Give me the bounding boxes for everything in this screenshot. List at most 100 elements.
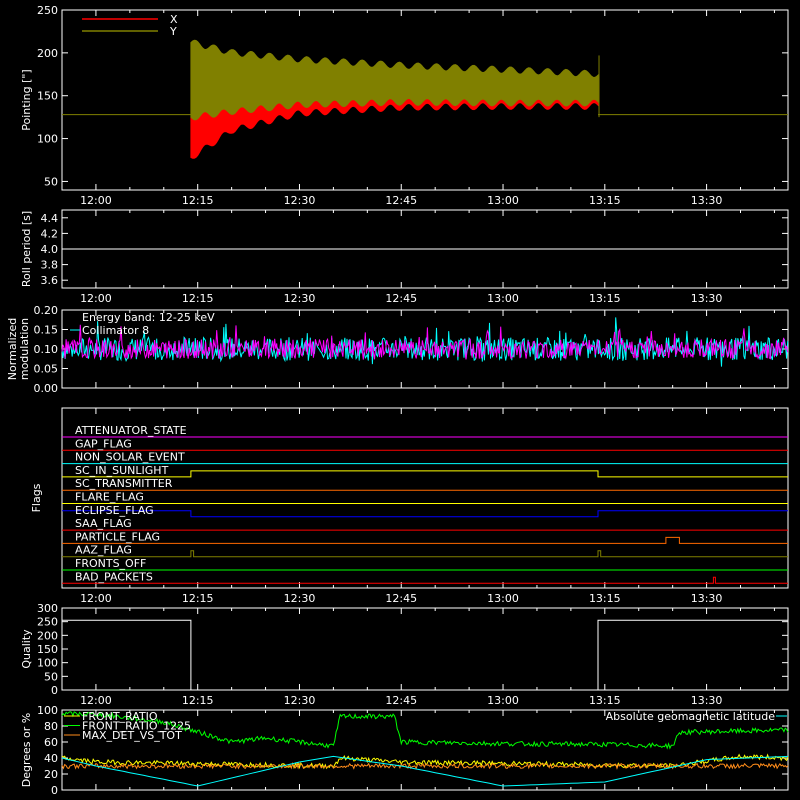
x-tick-label: 13:00 <box>487 592 519 605</box>
y-tick-label: 100 <box>37 657 58 670</box>
x-tick-label: 13:15 <box>589 194 621 207</box>
y-axis-title: Pointing ["] <box>20 69 33 130</box>
x-tick-label: 12:15 <box>182 292 214 305</box>
y-tick-label: 0.20 <box>34 304 59 317</box>
y-tick-label: 150 <box>37 90 58 103</box>
y-tick-label: 0.15 <box>34 324 59 337</box>
flag-line-sc-in-sunlight <box>62 470 788 478</box>
panel-3: 12:00 12:15 12:30 12:45 13:00 13:15 13:30 Flags… <box>30 407 789 605</box>
flag-label: BAD_PACKETS <box>75 570 153 583</box>
y-tick-label: 3.6 <box>41 274 59 287</box>
x-tick-label: 12:15 <box>182 694 214 707</box>
x-tick-label: 13:00 <box>487 694 519 707</box>
flag-line-bad-packets <box>62 576 788 584</box>
y-tick-label: 50 <box>44 175 58 188</box>
y-tick-label: 4.0 <box>41 243 59 256</box>
y-tick-label: 0.00 <box>34 382 59 395</box>
modulation-series-0 <box>61 317 789 367</box>
modulation-series-1 <box>61 324 789 360</box>
x-tick-label: 12:30 <box>284 694 316 707</box>
legend-label: X <box>170 13 178 26</box>
y-axis-title: modulation <box>18 318 31 380</box>
x-tick-label: 12:45 <box>385 292 417 305</box>
x-tick-label: 13:15 <box>589 694 621 707</box>
y-tick-label: 0.10 <box>34 343 59 356</box>
legend-label: FRONT_RATIO_1225 <box>82 720 191 733</box>
x-tick-label: 12:00 <box>80 194 112 207</box>
flag-label: FLARE_FLAG <box>75 491 144 504</box>
y-axis-title: Normalized <box>6 318 19 380</box>
y-axis-title: Degrees or % <box>20 713 33 787</box>
x-tick-label: 12:30 <box>284 592 316 605</box>
legend-label: Collimator 8 <box>82 324 149 337</box>
flag-label: FRONTS_OFF <box>75 557 146 570</box>
quality-line <box>62 619 788 691</box>
y-tick-label: 4.2 <box>41 227 59 240</box>
flag-label: GAP_FLAG <box>75 437 132 450</box>
y-tick-label: 150 <box>37 643 58 656</box>
x-tick-label: 12:00 <box>80 694 112 707</box>
y-tick-label: 40 <box>44 752 58 765</box>
energy-band-label: Energy band: 12-25 keV <box>82 311 215 324</box>
x-tick-label: 12:30 <box>284 292 316 305</box>
y-tick-label: 300 <box>37 602 58 615</box>
y-tick-label: 4.4 <box>41 212 59 225</box>
series-front-ratio <box>61 753 789 770</box>
y-tick-label: 250 <box>37 616 58 629</box>
panel-0: 50 100 150 200 250 12:00 12:15 12:30 12:45 13:00 1… <box>20 4 789 207</box>
y-tick-label: 200 <box>37 629 58 642</box>
x-tick-label: 12:15 <box>182 194 214 207</box>
legend-label: MAX_DET_VS_TOT <box>82 729 182 742</box>
x-tick-label: 12:45 <box>385 592 417 605</box>
flag-label: SC_TRANSMITTER <box>75 477 173 490</box>
legend-label-right: Absolute geomagnetic latitude <box>606 710 776 723</box>
flag-line-particle-flag <box>62 536 788 544</box>
y-tick-label: 200 <box>37 47 58 60</box>
flag-label: NON_SOLAR_EVENT <box>75 451 185 464</box>
y-tick-label: 20 <box>44 768 58 781</box>
x-tick-label: 13:30 <box>691 292 723 305</box>
y-axis-title: Roll period [s] <box>20 211 33 287</box>
x-tick-label: 12:45 <box>385 194 417 207</box>
series-front-ratio-1225 <box>61 711 789 750</box>
legend-label: Y <box>169 25 177 38</box>
x-tick-label: 13:30 <box>691 694 723 707</box>
x-tick-label: 12:00 <box>80 292 112 305</box>
flag-label: PARTICLE_FLAG <box>75 530 160 543</box>
y-tick-label: 80 <box>44 720 58 733</box>
y-tick-label: 0.05 <box>34 363 59 376</box>
legend-label: FRONT_RATIO <box>82 710 158 723</box>
panel-frame <box>61 709 789 791</box>
x-tick-label: 13:15 <box>589 592 621 605</box>
x-tick-label: 13:30 <box>691 194 723 207</box>
x-tick-label: 12:00 <box>80 592 112 605</box>
y-axis-title: Quality <box>20 629 33 669</box>
y-axis-title: Flags <box>30 483 43 512</box>
flag-label: ATTENUATOR_STATE <box>75 424 187 437</box>
y-tick-label: 100 <box>37 704 58 717</box>
y-tick-label: 3.8 <box>41 259 59 272</box>
series-max-det-vs-tot <box>61 762 789 770</box>
flag-label: SAA_FLAG <box>75 517 132 530</box>
x-tick-label: 12:15 <box>182 592 214 605</box>
y-tick-label: 60 <box>44 736 58 749</box>
series-absolute-geomagnetic-latitude <box>61 755 789 787</box>
x-tick-label: 13:30 <box>691 592 723 605</box>
x-tick-label: 13:00 <box>487 194 519 207</box>
x-tick-label: 12:30 <box>284 194 316 207</box>
y-tick-label: 0 <box>51 784 58 797</box>
flag-label: AAZ_FLAG <box>75 544 132 557</box>
y-tick-label: 100 <box>37 133 58 146</box>
y-tick-label: 50 <box>44 670 58 683</box>
x-tick-label: 12:45 <box>385 694 417 707</box>
x-tick-label: 13:15 <box>589 292 621 305</box>
flag-label: SC_IN_SUNLIGHT <box>75 464 169 477</box>
panel-5: 0 20 40 60 80 100 Degrees or % FRONT_RATIOFRONT… <box>20 704 789 797</box>
series-band-y <box>190 39 599 121</box>
flag-line-aaz-flag <box>62 550 788 558</box>
panel-2: 0.00 0.05 0.10 0.15 0.20 Normalized modulation… <box>6 304 789 395</box>
panel-frame <box>61 407 789 589</box>
x-tick-label: 13:00 <box>487 292 519 305</box>
